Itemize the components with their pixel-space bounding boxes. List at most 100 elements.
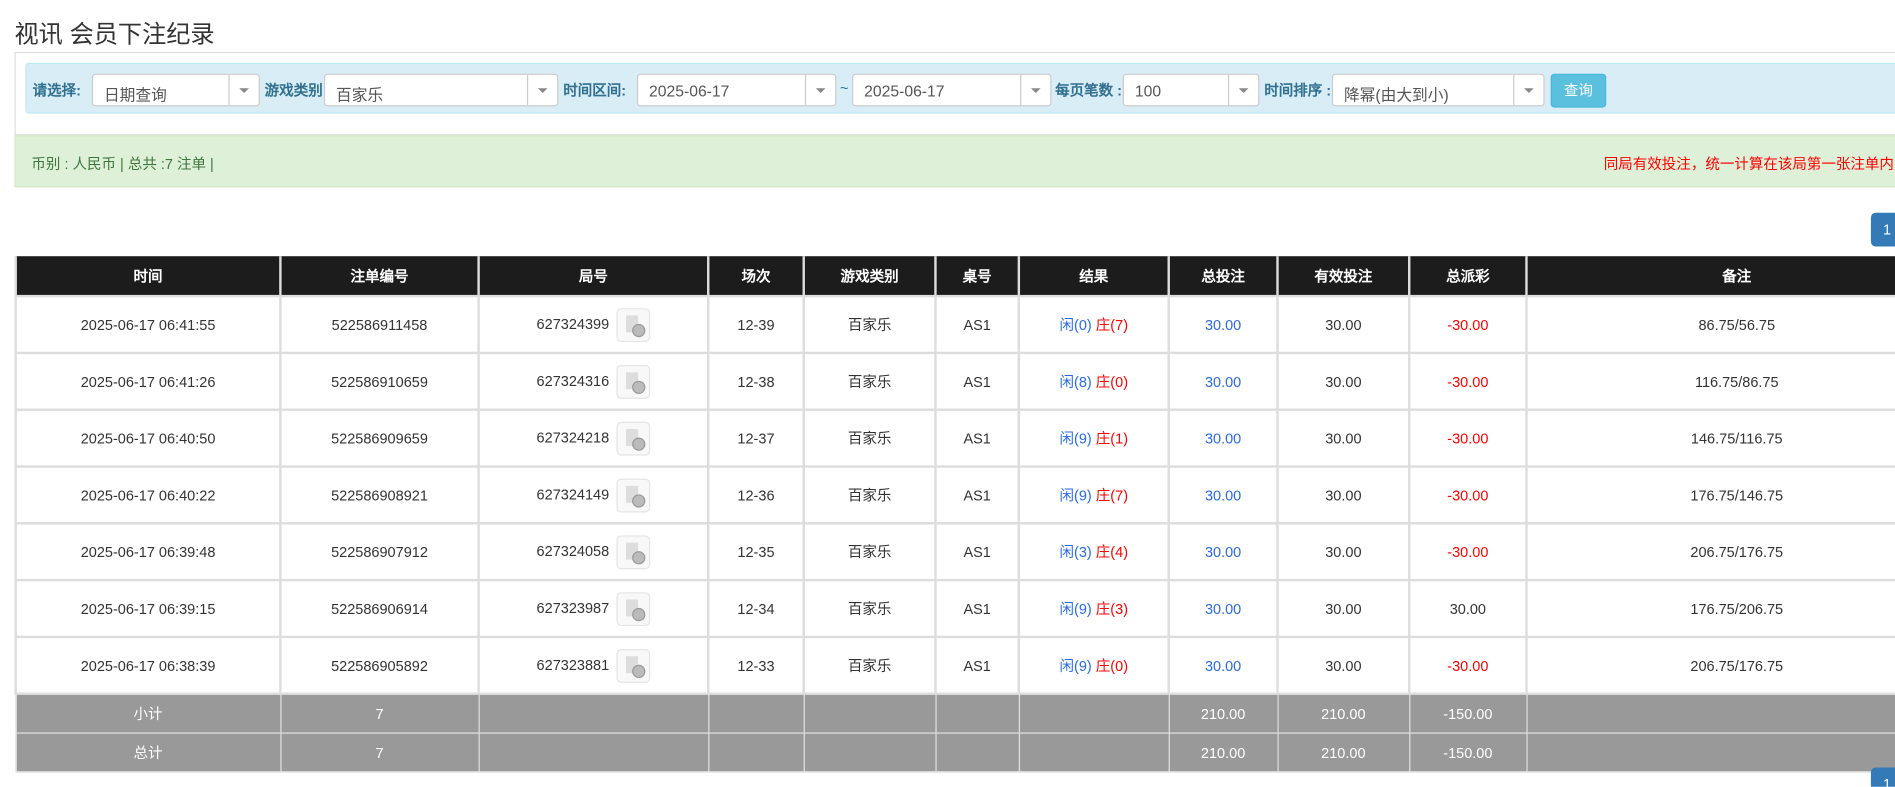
payout-cell: -30.00 xyxy=(1408,351,1528,411)
result-cell: 闲(8) 庄(0) xyxy=(1017,351,1170,411)
shoe-cell: 12-35 xyxy=(707,522,805,582)
note-cell: 176.75/146.75 xyxy=(1525,465,1895,525)
note-cell: 86.75/56.75 xyxy=(1525,294,1895,355)
game-type-select[interactable]: 百家乐 xyxy=(323,73,559,107)
sum-count: 7 xyxy=(279,693,480,734)
valid-bet-cell: 30.00 xyxy=(1276,635,1411,695)
video-replay-icon[interactable] xyxy=(616,364,651,399)
note-cell: 116.75/86.75 xyxy=(1525,351,1895,411)
summary-bar: 币别 : 人民币 | 总共 :7 注单 | 同局有效投注，统一计算在该局第一张注… xyxy=(14,135,1895,188)
game-cell: 百家乐 xyxy=(802,294,937,355)
round-cell: 627323881 xyxy=(477,635,710,695)
round-number: 627324399 xyxy=(536,315,610,332)
empty-cell xyxy=(707,732,805,773)
video-replay-icon[interactable] xyxy=(616,478,651,512)
round-cell: 627324399 xyxy=(477,294,710,355)
select-label: 请选择: xyxy=(32,82,81,100)
table-cell: AS1 xyxy=(934,465,1021,525)
table-cell: AS1 xyxy=(934,522,1021,582)
game-cell: 百家乐 xyxy=(802,578,937,639)
select-value: 2025-06-17 xyxy=(864,82,945,101)
chevron-down-icon xyxy=(228,74,258,106)
column-header: 时间 xyxy=(14,256,282,298)
result-cell: 闲(3) 庄(4) xyxy=(1017,522,1170,582)
note-cell: 146.75/116.75 xyxy=(1525,408,1895,468)
summary-text: 币别 : 人民币 | 总共 :7 注单 | xyxy=(31,155,214,173)
sum-label: 总计 xyxy=(15,732,281,773)
sum-valid: 210.00 xyxy=(1276,693,1410,734)
valid-bet-cell: 30.00 xyxy=(1276,522,1411,582)
result-cell: 闲(0) 庄(7) xyxy=(1017,294,1170,355)
table-row: 2025-06-17 06:39:48 522586907912 627324058… xyxy=(14,522,1895,582)
sort-select[interactable]: 降幂(由大到小) xyxy=(1331,73,1545,107)
chevron-down-icon xyxy=(804,74,835,106)
result-cell: 闲(9) 庄(7) xyxy=(1017,465,1170,525)
column-header: 游戏类别 xyxy=(802,256,937,298)
table-row: 2025-06-17 06:40:22 522586908921 627324149… xyxy=(14,465,1895,525)
column-header: 总派彩 xyxy=(1408,256,1528,298)
payout-cell: -30.00 xyxy=(1408,408,1528,468)
game-cell: 百家乐 xyxy=(802,408,937,468)
result-cell: 闲(9) 庄(0) xyxy=(1017,635,1170,695)
banker-result: 庄(7) xyxy=(1095,316,1129,334)
banker-result: 庄(0) xyxy=(1095,657,1129,675)
date-to-select[interactable]: 2025-06-17 xyxy=(852,73,1052,107)
round-cell: 627324149 xyxy=(477,465,710,525)
game-cell: 百家乐 xyxy=(802,635,937,695)
chevron-down-icon xyxy=(526,74,557,106)
round-cell: 627323987 xyxy=(477,578,710,639)
note-cell: 206.75/176.75 xyxy=(1525,522,1895,582)
video-replay-icon[interactable] xyxy=(616,648,651,683)
summary-note: 同局有效投注，统一计算在该局第一张注单内 xyxy=(1603,155,1894,173)
round-number: 627324149 xyxy=(536,485,610,503)
per-page-select[interactable]: 100 xyxy=(1122,73,1260,107)
video-replay-icon[interactable] xyxy=(616,534,651,569)
table-cell: AS1 xyxy=(934,635,1021,695)
column-header: 局号 xyxy=(477,256,710,298)
valid-bet-cell: 30.00 xyxy=(1276,351,1411,411)
select-value: 降幂(由大到小) xyxy=(1343,85,1449,104)
column-header: 有效投注 xyxy=(1276,256,1411,298)
subtotal-row: 小计 7 210.00 210.00 -150.00 xyxy=(15,693,1895,734)
query-button[interactable]: 查询 xyxy=(1550,73,1607,108)
empty-cell xyxy=(1525,693,1895,734)
bet-id-cell: 522586907912 xyxy=(279,522,480,582)
chevron-down-icon xyxy=(1227,74,1258,106)
bet-id-cell: 522586911458 xyxy=(279,294,480,355)
total-bet-cell: 30.00 xyxy=(1167,408,1279,468)
round-cell: 627324316 xyxy=(477,351,710,411)
total-bet-cell: 30.00 xyxy=(1167,635,1279,695)
shoe-cell: 12-37 xyxy=(707,408,805,468)
total-bet-cell: 30.00 xyxy=(1167,465,1279,525)
table-row: 2025-06-17 06:38:39 522586905892 627323881… xyxy=(14,635,1895,695)
table-cell: AS1 xyxy=(934,408,1021,468)
query-type-select[interactable]: 日期查询 xyxy=(91,73,260,107)
bet-id-cell: 522586906914 xyxy=(279,578,480,639)
video-replay-icon[interactable] xyxy=(616,591,651,626)
total-bet-cell: 30.00 xyxy=(1167,522,1279,582)
table-cell: AS1 xyxy=(934,578,1021,639)
bet-id-cell: 522586908921 xyxy=(279,465,480,525)
sum-total: 210.00 xyxy=(1168,693,1279,734)
time-cell: 2025-06-17 06:39:15 xyxy=(14,578,282,639)
bet-id-cell: 522586905892 xyxy=(279,635,480,695)
valid-bet-cell: 30.00 xyxy=(1276,578,1411,639)
video-replay-icon[interactable] xyxy=(616,421,651,456)
chevron-down-icon xyxy=(1020,74,1050,106)
page-button-top[interactable]: 1 xyxy=(1870,212,1895,247)
column-header: 场次 xyxy=(707,256,805,298)
player-result: 闲(8) xyxy=(1059,373,1092,391)
valid-bet-cell: 30.00 xyxy=(1276,408,1411,468)
payout-cell: -30.00 xyxy=(1408,465,1528,525)
column-header: 结果 xyxy=(1017,256,1170,298)
player-result: 闲(0) xyxy=(1059,316,1092,334)
banker-result: 庄(0) xyxy=(1095,373,1129,391)
per-page-label: 每页笔数 : xyxy=(1055,82,1122,100)
shoe-cell: 12-36 xyxy=(707,465,805,525)
table-row: 2025-06-17 06:39:15 522586906914 627323987… xyxy=(14,578,1895,639)
empty-cell xyxy=(803,693,937,734)
sort-label: 时间排序 : xyxy=(1264,82,1332,100)
date-from-select[interactable]: 2025-06-17 xyxy=(636,73,837,107)
video-replay-icon[interactable] xyxy=(616,307,651,342)
page-button-bottom[interactable]: 1 xyxy=(1870,767,1895,787)
